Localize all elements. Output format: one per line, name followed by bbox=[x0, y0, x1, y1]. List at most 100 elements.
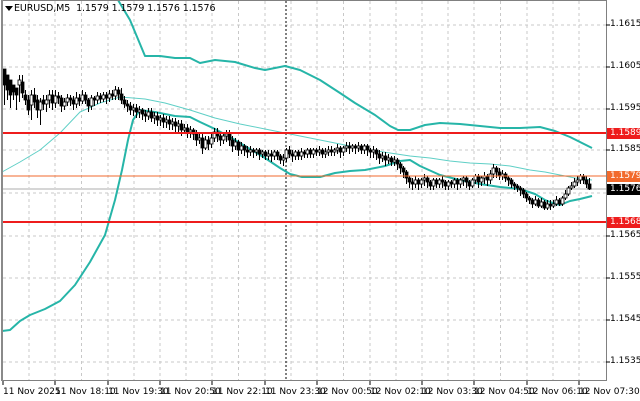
candle-body bbox=[515, 185, 520, 189]
candle-body bbox=[326, 149, 331, 153]
candle-body bbox=[281, 157, 286, 161]
candle-body bbox=[68, 97, 73, 101]
candle-body bbox=[101, 94, 106, 100]
pivot-level-tag: 1.1579 bbox=[607, 171, 640, 182]
candle-body bbox=[383, 155, 388, 161]
candle-body bbox=[587, 183, 592, 190]
candle-body bbox=[179, 123, 184, 131]
candle-body bbox=[461, 177, 466, 181]
candlesticks bbox=[2, 68, 592, 210]
candle-body bbox=[8, 79, 13, 96]
candle-body bbox=[425, 177, 430, 183]
candle-body bbox=[278, 155, 283, 161]
candle-body bbox=[371, 149, 376, 153]
candle-body bbox=[494, 167, 499, 173]
candle-body bbox=[407, 177, 412, 183]
candle-body bbox=[401, 167, 406, 173]
x-axis-label: 12 Nov 04:50 bbox=[474, 387, 535, 397]
candle-body bbox=[167, 119, 172, 125]
candle-body bbox=[32, 94, 37, 103]
candle-body bbox=[62, 101, 67, 107]
candle-body bbox=[125, 103, 130, 107]
candle-body bbox=[539, 201, 544, 207]
candle-body bbox=[296, 151, 301, 157]
candle-body bbox=[356, 145, 361, 149]
y-axis-label: 1.1615 bbox=[610, 19, 640, 29]
candle-body bbox=[563, 193, 568, 199]
resistance-level-tag: 1.1589 bbox=[607, 128, 640, 139]
candle-body bbox=[65, 97, 70, 103]
candle-body bbox=[104, 94, 109, 99]
candle-body bbox=[311, 149, 316, 155]
candle-body bbox=[434, 179, 439, 185]
candle-body bbox=[56, 95, 61, 99]
candle-body bbox=[428, 181, 433, 187]
candle-body bbox=[209, 137, 214, 145]
candle-body bbox=[194, 133, 199, 141]
candle-body bbox=[479, 177, 484, 183]
candle-body bbox=[518, 187, 523, 191]
candle-body bbox=[122, 99, 127, 105]
candle-body bbox=[221, 135, 226, 141]
candle-body bbox=[155, 115, 160, 121]
candle-body bbox=[293, 151, 298, 157]
bollinger-bands bbox=[1, 0, 593, 332]
candle-body bbox=[476, 175, 481, 183]
candle-body bbox=[89, 97, 94, 107]
candle-body bbox=[551, 203, 556, 207]
candle-body bbox=[119, 93, 124, 101]
candle-body bbox=[338, 147, 343, 153]
candle-body bbox=[488, 173, 493, 181]
candle-body bbox=[362, 145, 367, 151]
candle-body bbox=[47, 94, 52, 101]
candle-body bbox=[251, 149, 256, 153]
candle-body bbox=[530, 199, 535, 205]
candle-body bbox=[560, 197, 565, 205]
candle-body bbox=[449, 181, 454, 185]
chart-title: EURUSD,M5 1.1579 1.1579 1.1576 1.1576 bbox=[14, 3, 215, 14]
x-axis-label: 12 Nov 00:50 bbox=[317, 387, 378, 397]
candle-body bbox=[350, 145, 355, 149]
candle-body bbox=[332, 149, 337, 153]
candle-body bbox=[182, 127, 187, 131]
candle-body bbox=[308, 149, 313, 155]
candle-body bbox=[545, 203, 550, 209]
candle-body bbox=[533, 199, 538, 205]
y-axis-label: 1.1565 bbox=[610, 230, 640, 240]
chart-grid bbox=[3, 1, 606, 380]
candle-body bbox=[305, 149, 310, 155]
dropdown-arrow-icon[interactable] bbox=[5, 6, 13, 11]
candle-body bbox=[260, 151, 265, 155]
candle-body bbox=[77, 97, 82, 102]
candle-body bbox=[14, 87, 19, 96]
candle-body bbox=[455, 179, 460, 185]
candle-body bbox=[98, 95, 103, 100]
chart-frame bbox=[2, 0, 607, 381]
candle-body bbox=[152, 115, 157, 119]
candle-body bbox=[20, 81, 25, 94]
candle-body bbox=[203, 139, 208, 149]
candle-body bbox=[497, 171, 502, 177]
y-axis-ticks bbox=[606, 24, 610, 363]
candle-body bbox=[365, 145, 370, 151]
candle-body bbox=[86, 99, 91, 107]
candle-body bbox=[176, 123, 181, 127]
x-axis-label: 11 Nov 2025 bbox=[3, 387, 61, 397]
candle-body bbox=[161, 117, 166, 123]
candle-body bbox=[200, 137, 205, 149]
candle-body bbox=[92, 97, 97, 101]
candle-body bbox=[422, 177, 427, 181]
y-axis-label: 1.1585 bbox=[610, 144, 640, 154]
x-axis-label: 11 Nov 18:10 bbox=[55, 387, 116, 397]
candle-body bbox=[569, 185, 574, 189]
candle-body bbox=[341, 147, 346, 153]
candle-body bbox=[272, 151, 277, 157]
x-axis-label: 12 Nov 02:10 bbox=[370, 387, 431, 397]
candle-body bbox=[353, 145, 358, 149]
candle-body bbox=[380, 155, 385, 159]
candle-body bbox=[95, 95, 100, 101]
candle-body bbox=[536, 199, 541, 207]
candle-body bbox=[5, 74, 10, 91]
candle-body bbox=[185, 127, 190, 133]
